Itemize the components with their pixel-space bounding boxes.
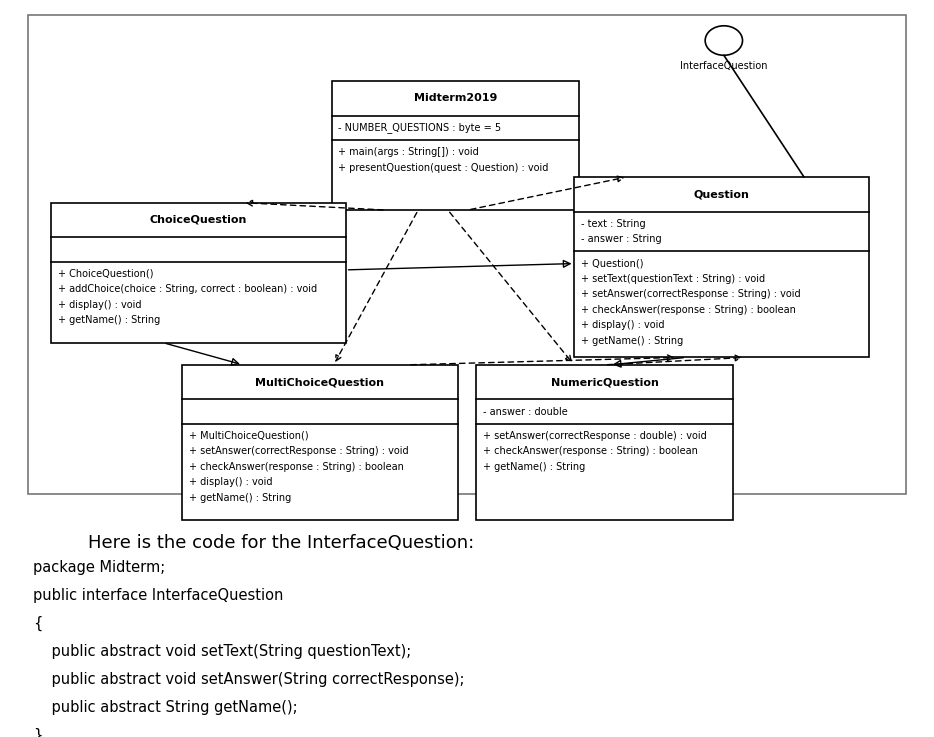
Text: - answer : double: - answer : double	[483, 407, 568, 416]
Text: NumericQuestion: NumericQuestion	[551, 377, 658, 387]
Bar	[51, 203, 346, 343]
Text: Question: Question	[694, 189, 749, 199]
Text: + main(args : String[]) : void: + main(args : String[]) : void	[338, 147, 479, 157]
Text: + getName() : String: + getName() : String	[58, 315, 160, 325]
Text: + presentQuestion(quest : Question) : void: + presentQuestion(quest : Question) : vo…	[338, 163, 548, 172]
Text: ChoiceQuestion: ChoiceQuestion	[149, 215, 248, 225]
Bar	[182, 365, 458, 520]
Text: + getName() : String: + getName() : String	[189, 493, 290, 503]
Text: public interface InterfaceQuestion: public interface InterfaceQuestion	[33, 588, 283, 603]
Text: Here is the code for the InterfaceQuestion:: Here is the code for the InterfaceQuesti…	[65, 534, 474, 552]
Text: public abstract String getName();: public abstract String getName();	[33, 700, 297, 715]
Text: package Midterm;: package Midterm;	[33, 560, 165, 575]
Text: + display() : void: + display() : void	[189, 478, 272, 487]
Text: + display() : void: + display() : void	[581, 321, 664, 330]
Bar	[332, 81, 579, 210]
Text: - answer : String: - answer : String	[581, 234, 661, 244]
Text: - NUMBER_QUESTIONS : byte = 5: - NUMBER_QUESTIONS : byte = 5	[338, 122, 502, 133]
Text: + getName() : String: + getName() : String	[581, 336, 683, 346]
Bar	[574, 177, 869, 357]
Text: InterfaceQuestion: InterfaceQuestion	[680, 61, 768, 71]
Text: + getName() : String: + getName() : String	[483, 462, 585, 472]
Text: + addChoice(choice : String, correct : boolean) : void: + addChoice(choice : String, correct : b…	[58, 284, 317, 294]
Text: + setAnswer(correctResponse : String) : void: + setAnswer(correctResponse : String) : …	[189, 447, 408, 456]
Text: Midterm2019: Midterm2019	[414, 94, 497, 103]
Text: + MultiChoiceQuestion(): + MultiChoiceQuestion()	[189, 431, 308, 441]
Bar	[28, 15, 906, 494]
Text: + checkAnswer(response : String) : boolean: + checkAnswer(response : String) : boole…	[483, 447, 698, 456]
Bar	[476, 365, 733, 520]
Text: public abstract void setText(String questionText);: public abstract void setText(String ques…	[33, 644, 411, 659]
Text: {: {	[33, 616, 42, 632]
Text: - text : String: - text : String	[581, 219, 645, 228]
Text: + setAnswer(correctResponse : double) : void: + setAnswer(correctResponse : double) : …	[483, 431, 707, 441]
Text: + ChoiceQuestion(): + ChoiceQuestion()	[58, 269, 153, 279]
Text: + display() : void: + display() : void	[58, 300, 141, 310]
Text: + Question(): + Question()	[581, 259, 644, 268]
Text: + checkAnswer(response : String) : boolean: + checkAnswer(response : String) : boole…	[581, 305, 796, 315]
Text: + setText(questionText : String) : void: + setText(questionText : String) : void	[581, 274, 765, 284]
Text: + checkAnswer(response : String) : boolean: + checkAnswer(response : String) : boole…	[189, 462, 403, 472]
Text: MultiChoiceQuestion: MultiChoiceQuestion	[255, 377, 385, 387]
Text: }: }	[33, 728, 42, 737]
Text: + setAnswer(correctResponse : String) : void: + setAnswer(correctResponse : String) : …	[581, 290, 800, 299]
Text: public abstract void setAnswer(String correctResponse);: public abstract void setAnswer(String co…	[33, 672, 464, 687]
